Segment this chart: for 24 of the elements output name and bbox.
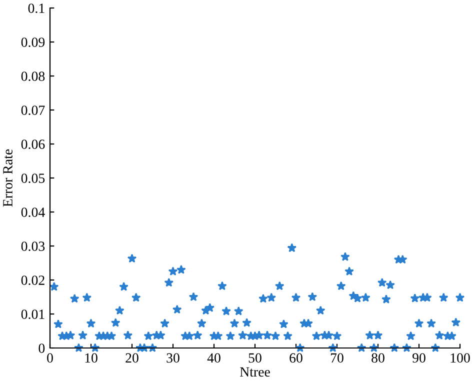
y-tick-label: 0.06: [21, 140, 45, 150]
y-tick-label: 0.01: [21, 310, 44, 320]
x-tick-label: 0: [47, 353, 53, 363]
x-axis-title: Ntree: [240, 367, 270, 377]
x-tick-label: 70: [330, 353, 344, 363]
y-tick-label: 0.08: [21, 72, 45, 82]
x-tick-label: 10: [85, 353, 98, 363]
x-tick-label: 60: [290, 353, 302, 363]
x-tick-label: 80: [372, 353, 384, 363]
y-tick-label: 0: [38, 344, 45, 353]
y-tick-label: 0.05: [21, 174, 45, 184]
x-tick-label: 90: [412, 353, 426, 363]
x-tick-label: 20: [126, 353, 138, 363]
y-tick-label: 0.04: [21, 208, 45, 218]
x-tick-label: 40: [207, 353, 220, 363]
x-tick-label: 30: [166, 353, 180, 363]
x-tick-label: 100: [450, 353, 470, 363]
y-tick-label: 0.02: [21, 276, 44, 286]
y-tick-label: 0.07: [21, 106, 45, 116]
y-tick-label: 0.03: [21, 242, 45, 252]
y-tick-label: 0.09: [21, 38, 45, 48]
y-axis-title: Error Rate: [3, 149, 12, 207]
x-tick-label: 50: [248, 353, 262, 363]
y-tick-label: 0.1: [28, 4, 44, 14]
